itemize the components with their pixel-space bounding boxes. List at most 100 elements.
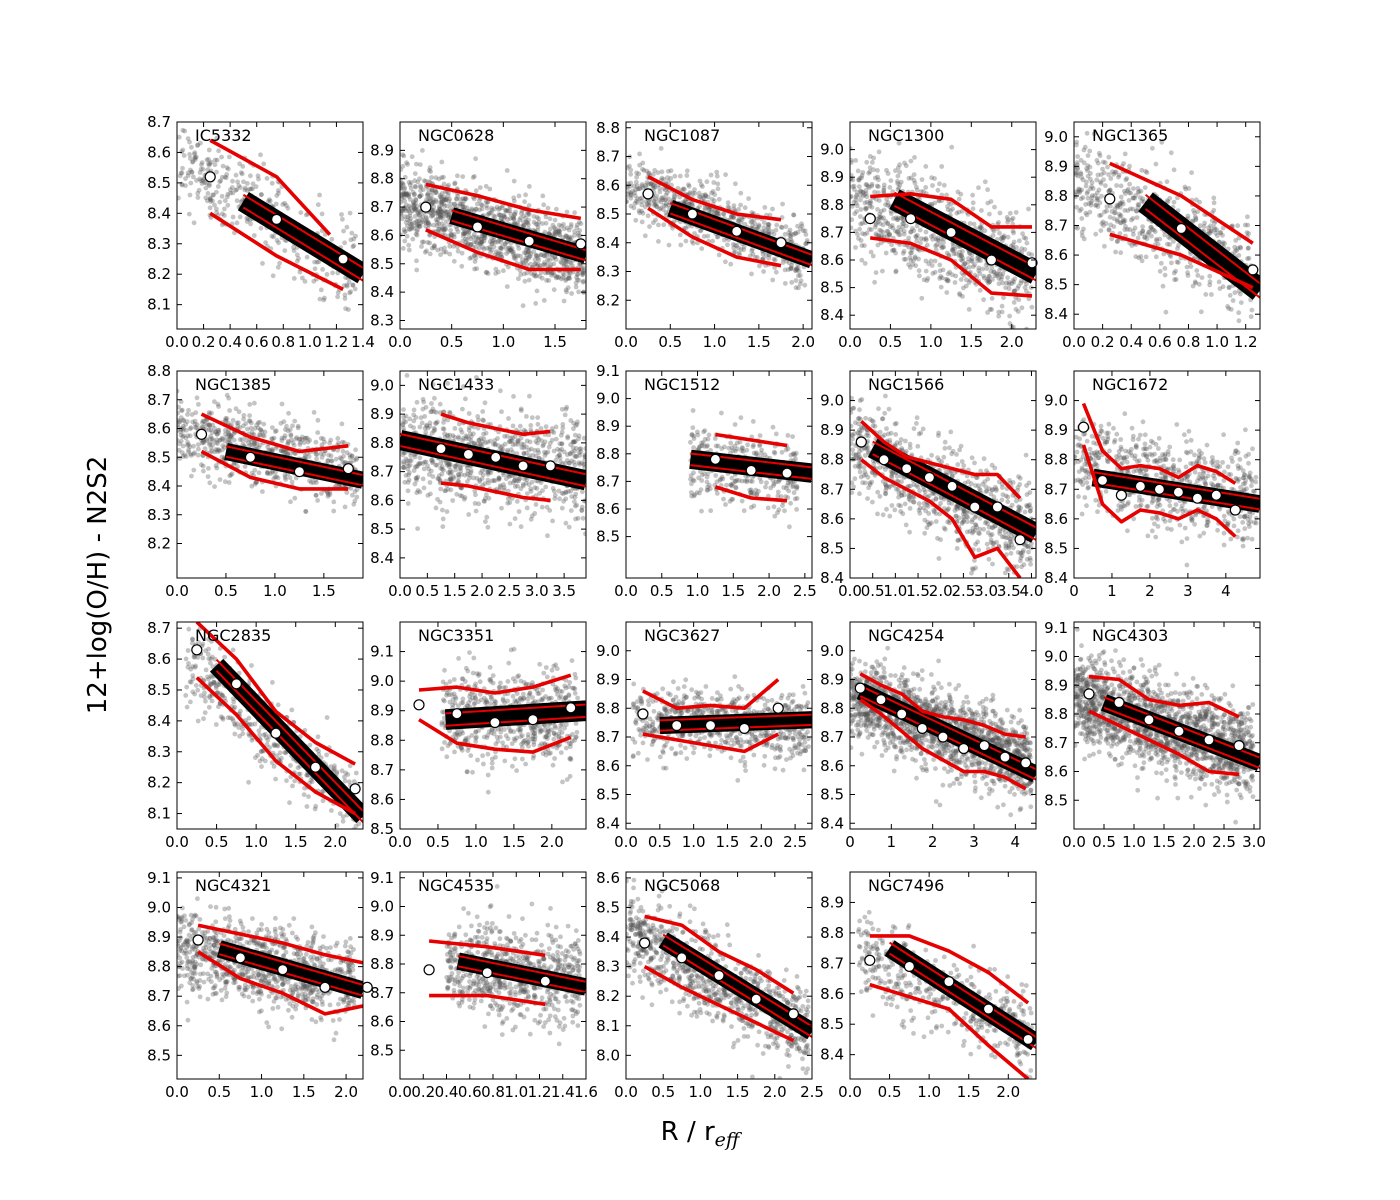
scatter-point bbox=[1157, 268, 1163, 274]
scatter-point bbox=[765, 230, 771, 236]
scatter-point bbox=[462, 231, 468, 237]
scatter-point bbox=[223, 418, 229, 424]
scatter-point bbox=[447, 196, 452, 202]
scatter-point bbox=[417, 193, 422, 199]
scatter-point bbox=[400, 212, 404, 218]
scatter-point bbox=[1197, 199, 1202, 205]
scatter-point bbox=[928, 258, 934, 264]
scatter-point bbox=[685, 223, 691, 229]
scatter-point bbox=[213, 429, 219, 435]
scatter-point bbox=[441, 426, 447, 432]
scatter-point bbox=[637, 162, 642, 168]
scatter-point bbox=[751, 217, 757, 222]
scatter-point bbox=[400, 185, 403, 190]
scatter-point bbox=[563, 259, 569, 265]
scatter-point bbox=[535, 224, 541, 230]
scatter-point bbox=[438, 252, 443, 258]
scatter-point bbox=[1119, 199, 1125, 205]
y-tick-label: 8.6 bbox=[820, 251, 844, 269]
scatter-point bbox=[408, 216, 414, 222]
scatter-point bbox=[441, 227, 447, 232]
scatter-point bbox=[716, 252, 722, 258]
scatter-point bbox=[1001, 235, 1007, 241]
scatter-point bbox=[802, 228, 808, 234]
scatter-point bbox=[1107, 214, 1113, 220]
scatter-point bbox=[179, 450, 185, 455]
scatter-point bbox=[313, 492, 319, 498]
scatter-point bbox=[918, 189, 924, 195]
scatter-point bbox=[1111, 224, 1117, 230]
scatter-point bbox=[501, 487, 507, 493]
scatter-point bbox=[473, 188, 479, 194]
scatter-point bbox=[897, 169, 903, 175]
y-tick-label: 8.8 bbox=[820, 196, 844, 214]
scatter-point bbox=[978, 225, 984, 231]
scatter-point bbox=[913, 255, 918, 261]
scatter-point bbox=[184, 419, 190, 424]
scatter-point bbox=[233, 172, 239, 178]
scatter-point bbox=[769, 229, 775, 234]
scatter-point bbox=[177, 173, 183, 179]
scatter-point bbox=[199, 440, 205, 446]
scatter-point bbox=[186, 211, 192, 217]
scatter-point bbox=[503, 246, 509, 251]
scatter-point bbox=[857, 176, 863, 181]
scatter-point bbox=[565, 285, 571, 291]
scatter-point bbox=[699, 246, 705, 252]
scatter-point bbox=[746, 196, 751, 202]
scatter-point bbox=[1080, 195, 1086, 201]
scatter-point bbox=[215, 184, 221, 189]
scatter-point bbox=[898, 179, 904, 185]
scatter-point bbox=[1089, 195, 1095, 201]
scatter-point bbox=[469, 242, 474, 247]
scatter-point bbox=[408, 205, 413, 211]
scatter-point bbox=[521, 261, 527, 267]
scatter-point bbox=[1115, 204, 1120, 210]
scatter-point bbox=[329, 236, 335, 242]
scatter-point bbox=[966, 280, 972, 285]
scatter-point bbox=[1211, 207, 1217, 213]
scatter-point bbox=[291, 248, 297, 254]
scatter-point bbox=[560, 422, 566, 427]
scatter-point bbox=[404, 191, 409, 197]
scatter-point bbox=[545, 270, 551, 275]
scatter-point bbox=[949, 272, 955, 278]
scatter-point bbox=[1010, 242, 1016, 248]
scatter-point bbox=[526, 210, 532, 216]
bin-median-point bbox=[342, 463, 354, 475]
scatter-point bbox=[572, 462, 578, 468]
scatter-point bbox=[544, 261, 550, 267]
scatter-point bbox=[465, 471, 470, 477]
scatter-point bbox=[559, 223, 564, 229]
scatter-point bbox=[665, 168, 671, 174]
y-tick-label: 8.6 bbox=[596, 176, 620, 194]
scatter-point bbox=[1238, 245, 1243, 251]
scatter-point bbox=[755, 226, 760, 232]
scatter-point bbox=[1143, 254, 1149, 260]
scatter-point bbox=[761, 220, 767, 225]
scatter-point bbox=[178, 438, 184, 444]
scatter-point bbox=[282, 435, 287, 441]
scatter-point bbox=[282, 433, 288, 439]
plot-area bbox=[626, 146, 812, 291]
scatter-point bbox=[207, 161, 213, 167]
scatter-point bbox=[893, 268, 899, 274]
scatter-point bbox=[220, 443, 226, 448]
scatter-point bbox=[191, 174, 196, 180]
scatter-point bbox=[207, 422, 212, 428]
scatter-point bbox=[853, 200, 859, 206]
scatter-point bbox=[538, 270, 544, 275]
x-tick-label: 2.0 bbox=[791, 333, 815, 351]
axes-frame bbox=[176, 121, 364, 330]
scatter-point bbox=[564, 289, 569, 295]
scatter-point bbox=[1236, 253, 1242, 258]
scatter-point bbox=[909, 250, 914, 256]
scatter-point bbox=[507, 245, 513, 251]
scatter-point bbox=[561, 298, 567, 304]
scatter-point bbox=[437, 213, 443, 218]
scatter-point bbox=[926, 261, 932, 267]
panel-title: NGC1365 bbox=[1092, 126, 1168, 145]
scatter-point bbox=[443, 196, 449, 202]
scatter-point bbox=[344, 450, 350, 456]
scatter-point bbox=[996, 313, 1002, 319]
